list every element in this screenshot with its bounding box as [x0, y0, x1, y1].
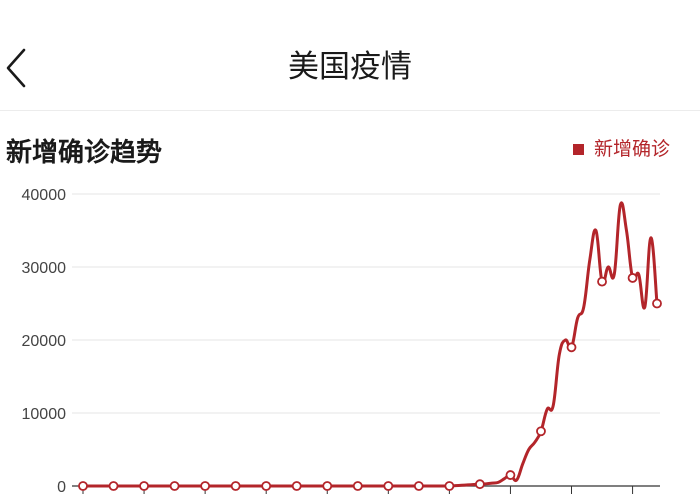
chart-section-title: 新增确诊趋势: [6, 138, 163, 168]
data-point: [108, 481, 119, 491]
navigation-bar: 美国疫情: [0, 0, 700, 111]
legend-label: 新增确诊: [593, 138, 670, 160]
legend-swatch: [572, 143, 584, 155]
chevron-left-icon: [6, 48, 26, 88]
data-point: [322, 481, 333, 491]
chart-legend: 新增确诊: [572, 134, 670, 164]
data-point: [627, 273, 638, 283]
data-point: [566, 342, 577, 353]
y-tick-label: 30000: [22, 260, 67, 277]
page-title: 美国疫情: [288, 49, 412, 85]
data-point: [261, 481, 272, 491]
y-tick-label: 20000: [22, 333, 67, 350]
data-point: [505, 470, 516, 480]
y-tick-label: 10000: [22, 406, 67, 423]
data-point: [291, 481, 302, 491]
data-point: [200, 481, 211, 491]
data-point: [413, 481, 424, 491]
data-point: [169, 481, 180, 491]
y-tick-label: 0: [57, 479, 66, 496]
data-point: [536, 426, 546, 437]
data-point: [383, 481, 394, 491]
data-point: [352, 481, 363, 491]
data-point: [475, 479, 485, 490]
data-point: [444, 481, 455, 491]
data-point: [139, 481, 149, 491]
back-button[interactable]: [0, 40, 44, 96]
data-point: [78, 481, 88, 491]
data-point: [652, 298, 662, 309]
data-point: [597, 276, 607, 287]
y-tick-label: 40000: [22, 187, 67, 204]
data-point: [230, 481, 241, 491]
